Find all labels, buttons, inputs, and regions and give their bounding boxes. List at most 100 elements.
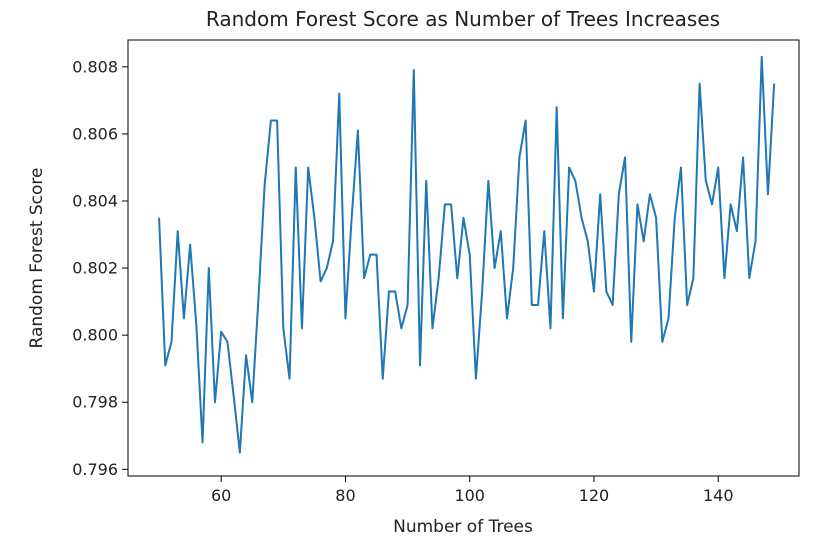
x-tick-label: 60 bbox=[211, 486, 231, 505]
data-point bbox=[692, 277, 694, 279]
y-axis-ticks: 0.796 0.798 0.800 0.802 0.804 0.806 0.808 bbox=[72, 57, 128, 479]
data-point bbox=[189, 244, 191, 246]
data-point bbox=[487, 180, 489, 182]
data-point bbox=[226, 341, 228, 343]
data-point bbox=[214, 401, 216, 403]
plot-area bbox=[158, 55, 776, 454]
series-line bbox=[158, 55, 776, 454]
data-point bbox=[773, 83, 775, 85]
x-axis-title: Number of Trees bbox=[393, 517, 533, 537]
data-point bbox=[680, 166, 682, 168]
data-point bbox=[276, 119, 278, 121]
data-point bbox=[158, 217, 160, 219]
data-point bbox=[481, 291, 483, 293]
data-point bbox=[556, 106, 558, 108]
data-point bbox=[326, 267, 328, 269]
data-point bbox=[668, 317, 670, 319]
data-point bbox=[301, 327, 303, 329]
data-point bbox=[357, 130, 359, 132]
data-point bbox=[630, 341, 632, 343]
data-point bbox=[705, 180, 707, 182]
data-point bbox=[618, 193, 620, 195]
data-point bbox=[711, 203, 713, 205]
x-tick-label: 120 bbox=[579, 486, 610, 505]
data-point bbox=[518, 156, 520, 158]
x-tick-label: 140 bbox=[703, 486, 734, 505]
data-point bbox=[593, 291, 595, 293]
data-point bbox=[425, 180, 427, 182]
data-point bbox=[612, 304, 614, 306]
data-point bbox=[581, 217, 583, 219]
data-point bbox=[549, 327, 551, 329]
data-point bbox=[431, 327, 433, 329]
data-point bbox=[320, 280, 322, 282]
data-point bbox=[413, 69, 415, 71]
y-axis-title: Random Forest Score bbox=[27, 168, 47, 349]
data-point bbox=[195, 324, 197, 326]
x-axis-ticks: 60 80 100 120 140 bbox=[211, 476, 734, 505]
y-tick-label: 0.796 bbox=[72, 460, 118, 479]
data-point bbox=[699, 83, 701, 85]
data-point bbox=[177, 230, 179, 232]
data-point bbox=[525, 119, 527, 121]
data-point bbox=[363, 277, 365, 279]
data-point bbox=[245, 354, 247, 356]
data-point bbox=[655, 217, 657, 219]
data-point bbox=[295, 166, 297, 168]
x-tick-label: 100 bbox=[454, 486, 485, 505]
data-point bbox=[574, 180, 576, 182]
data-point bbox=[605, 291, 607, 293]
data-point bbox=[438, 277, 440, 279]
data-point bbox=[313, 217, 315, 219]
data-point bbox=[456, 277, 458, 279]
data-point bbox=[742, 156, 744, 158]
data-point bbox=[587, 240, 589, 242]
data-point bbox=[686, 304, 688, 306]
y-tick-label: 0.804 bbox=[72, 191, 118, 210]
data-point bbox=[332, 240, 334, 242]
data-point bbox=[351, 217, 353, 219]
data-point bbox=[475, 378, 477, 380]
data-point bbox=[239, 452, 241, 454]
data-point bbox=[376, 254, 378, 256]
data-point bbox=[512, 267, 514, 269]
data-point bbox=[531, 304, 533, 306]
data-point bbox=[661, 341, 663, 343]
y-tick-label: 0.808 bbox=[72, 57, 118, 76]
data-point bbox=[307, 166, 309, 168]
data-point bbox=[761, 56, 763, 58]
data-point bbox=[736, 230, 738, 232]
data-point bbox=[624, 156, 626, 158]
data-point bbox=[170, 341, 172, 343]
data-point bbox=[748, 277, 750, 279]
data-point bbox=[382, 378, 384, 380]
data-point bbox=[270, 119, 272, 121]
data-point bbox=[400, 327, 402, 329]
data-point bbox=[251, 401, 253, 403]
data-point bbox=[257, 297, 259, 299]
data-point bbox=[264, 183, 266, 185]
data-point bbox=[543, 230, 545, 232]
data-point bbox=[674, 217, 676, 219]
data-point bbox=[568, 166, 570, 168]
data-point bbox=[537, 304, 539, 306]
data-point bbox=[562, 317, 564, 319]
data-point bbox=[500, 230, 502, 232]
data-point bbox=[202, 441, 204, 443]
data-point bbox=[469, 254, 471, 256]
data-point bbox=[419, 364, 421, 366]
data-point bbox=[636, 203, 638, 205]
data-point bbox=[717, 166, 719, 168]
data-point bbox=[506, 317, 508, 319]
y-tick-label: 0.800 bbox=[72, 326, 118, 345]
data-point bbox=[450, 203, 452, 205]
y-tick-label: 0.798 bbox=[72, 393, 118, 412]
x-tick-label: 80 bbox=[335, 486, 355, 505]
data-point bbox=[755, 240, 757, 242]
data-point bbox=[767, 193, 769, 195]
data-point bbox=[730, 203, 732, 205]
data-point bbox=[407, 304, 409, 306]
y-tick-label: 0.802 bbox=[72, 259, 118, 278]
